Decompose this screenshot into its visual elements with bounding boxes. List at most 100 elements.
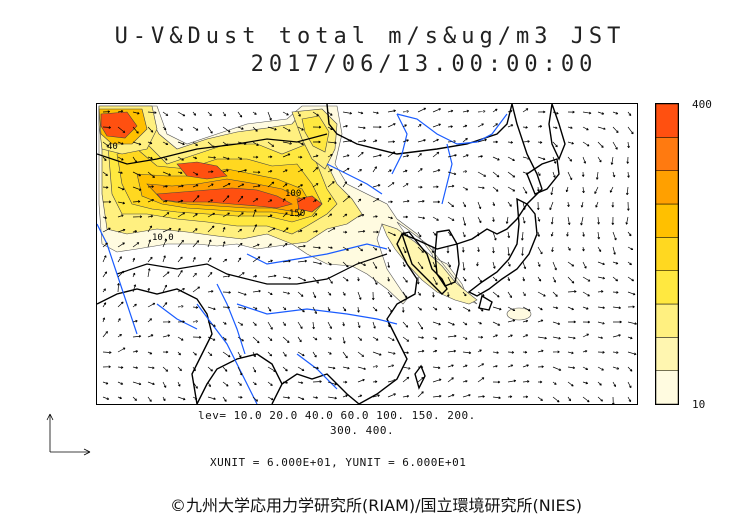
wind-arrow xyxy=(222,274,231,278)
wind-arrow xyxy=(417,291,421,296)
wind-arrow xyxy=(565,186,569,193)
wind-arrow xyxy=(507,171,516,178)
wind-arrow xyxy=(567,246,571,251)
wind-arrow xyxy=(582,141,590,147)
wind-arrow xyxy=(582,306,589,310)
wind-arrow xyxy=(477,349,482,353)
wind-arrow xyxy=(207,396,216,401)
wind-arrow xyxy=(477,306,484,312)
wind-arrow xyxy=(237,336,244,342)
wind-arrow xyxy=(417,377,424,383)
wind-arrow xyxy=(522,201,526,210)
wind-arrow xyxy=(582,320,591,324)
wind-arrow xyxy=(507,291,513,299)
wind-arrow xyxy=(625,216,629,225)
wind-arrow xyxy=(402,246,407,254)
wind-arrow xyxy=(447,321,455,326)
wind-arrow xyxy=(207,381,211,388)
wind-arrow xyxy=(297,244,306,248)
wind-arrow xyxy=(162,320,171,324)
wind-arrow xyxy=(537,141,543,144)
wind-arrow xyxy=(252,351,256,358)
wind-arrow xyxy=(357,246,364,252)
wind-arrow xyxy=(492,291,500,298)
wind-arrow xyxy=(492,364,498,368)
wind-arrow xyxy=(327,291,332,296)
wind-arrow xyxy=(102,242,108,248)
wind-arrow xyxy=(567,201,570,208)
wind-arrow xyxy=(117,318,121,323)
wind-arrow xyxy=(342,246,349,251)
wind-arrow xyxy=(297,168,304,173)
wind-arrow xyxy=(372,261,378,269)
wind-arrow xyxy=(357,351,365,357)
wind-arrow xyxy=(626,156,630,164)
wind-arrow xyxy=(552,306,559,310)
wind-arrow xyxy=(432,185,439,189)
wind-arrow xyxy=(477,201,482,210)
wind-arrow xyxy=(117,270,125,278)
wind-arrow xyxy=(117,126,126,133)
wind-arrow xyxy=(372,198,380,203)
wind-arrow xyxy=(132,215,143,219)
wind-arrow xyxy=(237,242,243,248)
wind-arrow xyxy=(537,396,543,402)
wind-arrow xyxy=(177,256,183,263)
wind-arrow xyxy=(522,364,529,368)
wind-arrow xyxy=(522,350,528,354)
coastline-layer xyxy=(97,104,566,404)
wind-arrow xyxy=(550,231,554,237)
wind-arrow xyxy=(102,396,110,400)
wind-arrow xyxy=(282,291,290,295)
wind-arrow xyxy=(207,271,213,278)
wind-arrow xyxy=(312,306,317,314)
wind-arrow xyxy=(522,140,530,143)
wind-arrow xyxy=(627,305,635,309)
wind-arrow xyxy=(327,321,332,329)
wind-arrow xyxy=(357,111,364,115)
wind-arrow xyxy=(282,183,288,188)
wind-arrow xyxy=(237,126,244,130)
wind-arrow xyxy=(462,154,469,158)
wind-arrow xyxy=(402,110,409,113)
wind-arrow xyxy=(192,184,199,188)
wind-arrow xyxy=(237,141,247,145)
wind-arrow xyxy=(327,366,336,370)
wind-arrow xyxy=(552,111,559,115)
wind-arrow xyxy=(237,212,244,218)
wind-arrow xyxy=(612,111,619,115)
wind-arrow xyxy=(342,394,348,398)
wind-arrow xyxy=(492,246,495,254)
wind-arrow xyxy=(372,336,379,341)
wind-arrow xyxy=(477,377,485,383)
wind-arrow xyxy=(147,225,153,233)
wind-arrow xyxy=(447,154,457,158)
wind-arrow xyxy=(282,169,288,173)
wind-arrow xyxy=(312,366,319,370)
wind-arrow xyxy=(537,246,543,255)
wind-arrow xyxy=(477,335,484,339)
wind-arrow xyxy=(327,351,332,355)
wind-arrow xyxy=(252,381,257,386)
wind-arrow xyxy=(162,271,170,278)
wind-arrow xyxy=(147,396,152,402)
wind-arrow xyxy=(267,199,273,203)
wind-arrow xyxy=(492,201,496,207)
wind-arrow xyxy=(327,261,332,266)
wind-arrow xyxy=(417,231,422,238)
wind-arrow xyxy=(432,378,442,383)
colorbar-swatch xyxy=(656,137,678,171)
wind-arrow xyxy=(507,231,511,239)
wind-arrow xyxy=(132,366,139,370)
wind-arrow xyxy=(567,171,573,181)
wind-arrow xyxy=(147,239,152,248)
wind-arrow xyxy=(550,186,554,196)
wind-arrow xyxy=(417,216,426,220)
wind-arrow xyxy=(162,381,167,388)
wind-arrow xyxy=(297,155,303,159)
wind-arrow xyxy=(147,141,153,145)
wind-arrow xyxy=(552,141,558,148)
colorbar-swatch xyxy=(656,237,678,271)
wind-arrow xyxy=(252,256,261,263)
wind-arrow xyxy=(447,394,455,398)
